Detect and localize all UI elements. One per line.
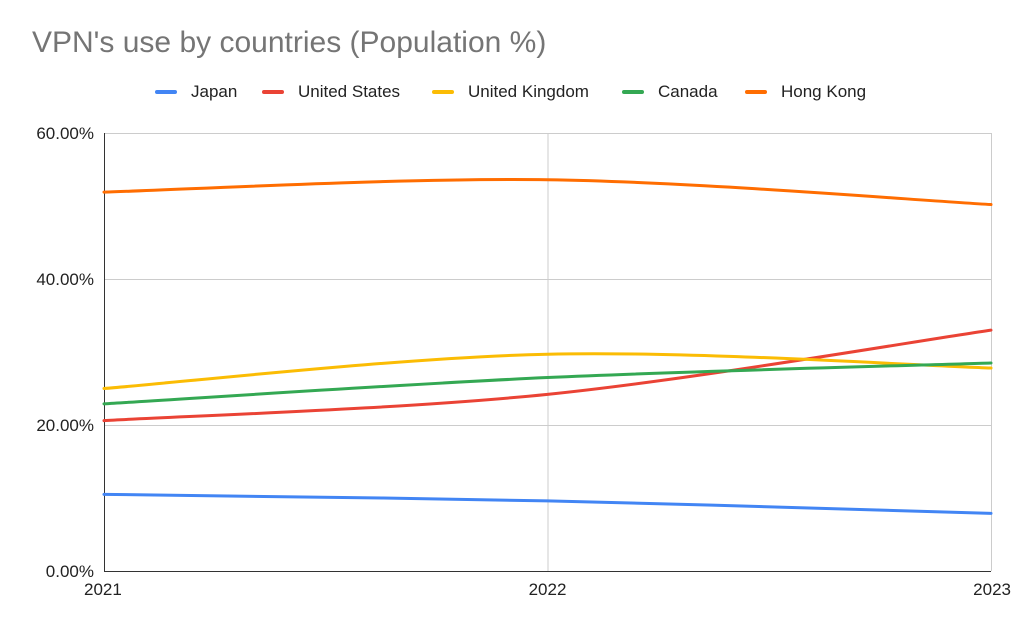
- legend-swatch: [432, 90, 454, 94]
- legend-item-united-kingdom[interactable]: United Kingdom: [432, 82, 589, 102]
- y-tick-label: 40.00%: [36, 270, 94, 289]
- legend-item-japan[interactable]: Japan: [155, 82, 237, 102]
- y-tick-label: 20.00%: [36, 416, 94, 435]
- legend-label: Hong Kong: [781, 82, 867, 101]
- y-tick-label: 60.00%: [36, 124, 94, 143]
- legend-swatch: [622, 90, 644, 94]
- series-line-united-kingdom: [102, 352, 993, 390]
- chart-title: VPN's use by countries (Population %): [32, 26, 547, 59]
- y-tick-label: 0.00%: [46, 562, 94, 581]
- series-line-united-states: [102, 328, 993, 423]
- x-tick-label: 2021: [84, 580, 122, 599]
- series-line-canada: [102, 361, 993, 406]
- legend-item-hong-kong[interactable]: Hong Kong: [745, 82, 866, 102]
- legend: Japan United States United Kingdom Canada Ho…: [0, 82, 1024, 106]
- legend-label: Canada: [658, 82, 718, 101]
- legend-label: United Kingdom: [468, 82, 589, 101]
- legend-item-united-states[interactable]: United States: [262, 82, 400, 102]
- legend-label: Japan: [191, 82, 238, 101]
- legend-swatch: [155, 90, 177, 94]
- series-line-japan: [102, 492, 993, 515]
- x-tick-label: 2022: [529, 580, 567, 599]
- legend-label: United States: [298, 82, 401, 101]
- legend-swatch: [745, 90, 767, 94]
- series-line-hong-kong: [102, 177, 993, 207]
- legend-swatch: [262, 90, 284, 94]
- legend-item-canada[interactable]: Canada: [622, 82, 718, 102]
- x-tick-label: 2023: [973, 580, 1011, 599]
